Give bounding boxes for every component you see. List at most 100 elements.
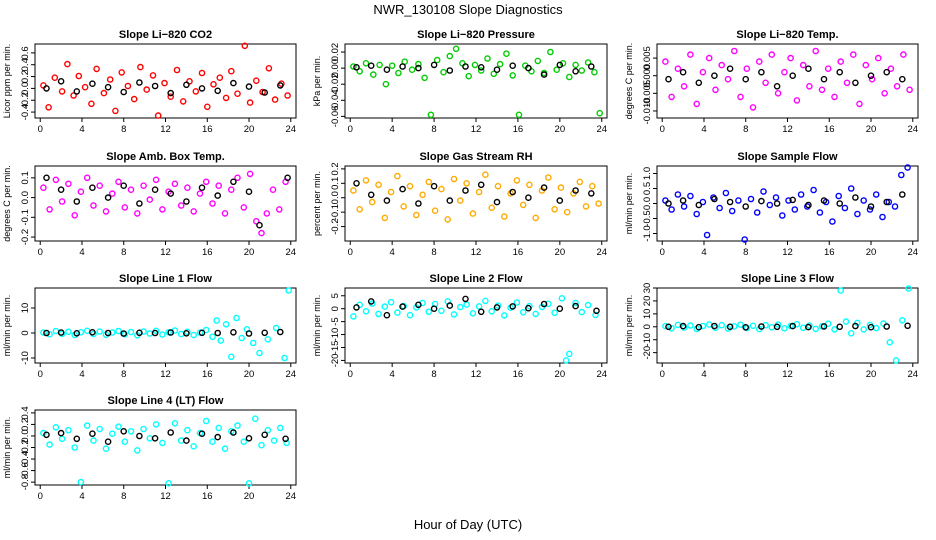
data-point [856,100,863,108]
data-point [104,438,112,446]
data-point [731,322,738,330]
data-point [477,64,485,71]
x-tick-label: 4 [79,247,84,258]
x-tick-label: 24 [907,247,918,258]
data-point [375,181,382,189]
x-tick-label: 8 [431,369,436,380]
data-point [146,196,154,203]
x-tick-label: 20 [244,491,255,502]
data-point [276,82,284,89]
y-axis-label: ml/min per min. [624,173,634,235]
data-point [73,329,81,337]
data-point [753,209,761,216]
data-point [115,178,122,186]
data-point [383,66,391,73]
x-tick-label: 4 [701,369,706,380]
data-point [430,182,438,190]
data-point [251,415,259,423]
data-point [904,322,911,330]
data-point [202,178,210,186]
panel-title: Slope Sample Flow [737,151,838,163]
data-point [276,424,284,432]
x-tick-label: 4 [79,369,84,380]
data-point [121,204,129,211]
data-point [674,321,682,329]
data-point [214,433,221,441]
data-point [829,218,836,225]
x-tick-label: 24 [285,247,296,258]
data-point [885,198,893,206]
data-point [58,88,66,95]
data-point [233,314,240,322]
y-tick-label: 0.2 [330,162,341,175]
data-point [515,111,523,119]
x-tick-label: 0 [660,369,665,380]
data-point [762,79,769,87]
y-tick-label: -0.02 [330,73,341,95]
y-axis-label: degrees C per min. [624,43,634,120]
x-tick-label: 8 [743,124,748,135]
data-point [773,200,781,207]
plot-frame [344,165,608,242]
data-point [477,308,485,316]
series-reference-points [665,191,906,210]
data-point [773,83,781,90]
y-tick-label: -0.4 [20,451,31,467]
data-point [484,55,491,62]
data-point [245,479,253,487]
data-point [572,299,579,307]
data-point [89,80,96,87]
data-point [58,198,66,205]
data-point [477,67,485,74]
data-point [284,174,291,182]
data-point [899,316,906,324]
data-point [816,209,824,216]
data-point [812,47,820,55]
data-point [89,328,96,336]
data-point [136,432,143,440]
data-point [96,182,103,189]
x-tick-label: 12 [471,124,482,135]
data-point [73,435,81,443]
data-point [887,65,895,72]
data-point [674,65,682,72]
data-point [90,437,97,444]
x-tick-label: 16 [513,124,524,135]
data-point [209,200,216,207]
data-point [860,197,868,204]
y-tick-label: -0.5 [642,210,653,226]
data-point [768,323,776,331]
data-point [799,324,807,332]
data-point [221,210,229,217]
data-point [592,311,599,319]
data-point [399,63,406,70]
data-point [256,221,263,229]
x-tick-label: 20 [866,369,877,380]
x-tick-label: 24 [907,124,918,135]
data-point [693,210,701,218]
data-point [425,178,433,186]
x-tick-label: 20 [244,124,255,135]
x-tick-label: 8 [431,247,436,258]
data-point [152,176,160,184]
data-point [45,104,52,111]
data-point [867,72,875,79]
data-point [362,307,370,315]
data-point [540,71,548,78]
data-point [43,329,50,337]
data-point [183,81,190,89]
data-point [159,331,166,338]
data-point [52,176,60,184]
data-point [151,434,159,442]
y-tick-label: -10 [642,333,653,347]
data-point [540,184,548,191]
data-point [234,422,241,429]
data-point [818,86,826,94]
data-point [735,197,742,204]
data-point [406,182,414,190]
x-tick-label: 12 [471,369,482,380]
data-point [120,330,127,337]
data-point [875,54,882,62]
x-tick-label: 0 [660,124,665,135]
